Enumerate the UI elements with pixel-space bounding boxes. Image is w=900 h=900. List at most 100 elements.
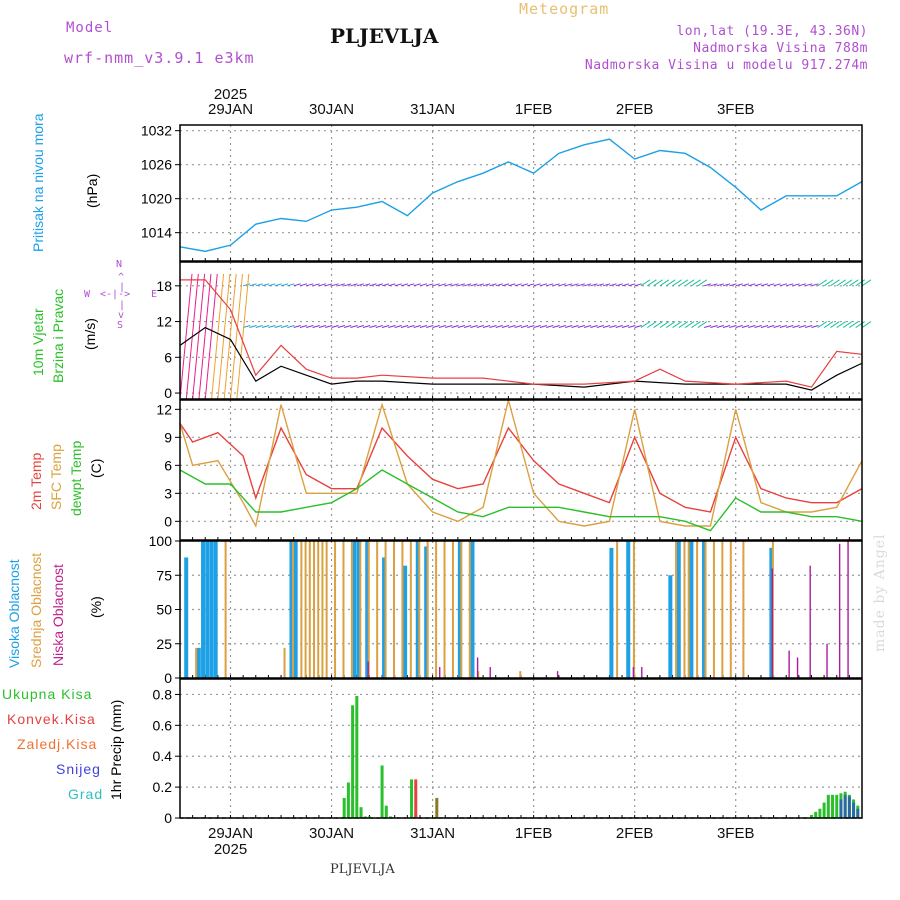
wind-barb bbox=[552, 325, 560, 329]
wind-barb bbox=[609, 283, 617, 287]
lonlat-text: lon,lat (19.3E, 43.36N) bbox=[676, 24, 868, 39]
wind-barb bbox=[362, 283, 371, 287]
cloud-bar-srednja bbox=[729, 541, 732, 678]
wind-barb bbox=[615, 325, 623, 329]
legend-total-rain: Ukupna Kisa bbox=[2, 686, 93, 702]
wind-barb bbox=[830, 321, 840, 328]
wind-barb bbox=[805, 325, 813, 329]
wind-barb bbox=[249, 325, 257, 329]
wind-barb bbox=[678, 279, 689, 287]
wind-barb bbox=[684, 321, 695, 328]
wind-barb bbox=[268, 325, 276, 329]
compass-e: E bbox=[151, 289, 158, 300]
wind-barb bbox=[735, 325, 743, 329]
cloud-bar-srednja bbox=[359, 541, 362, 678]
wind-barb bbox=[823, 321, 834, 328]
y-tick-label: 0 bbox=[164, 385, 172, 401]
wind-barb bbox=[470, 325, 478, 329]
precip-bar-ukupna kisa bbox=[351, 705, 355, 818]
y-tick-label: 50 bbox=[156, 602, 172, 618]
wind-barb bbox=[369, 283, 377, 287]
precip-bar-ukupna kisa bbox=[826, 794, 830, 818]
wind-barb bbox=[268, 283, 276, 287]
wind-barb bbox=[861, 321, 872, 328]
wind-barb bbox=[508, 325, 516, 329]
wind-barb bbox=[293, 325, 301, 329]
y-tick-label: 0 bbox=[164, 670, 172, 686]
day-label-bottom: 31JAN bbox=[410, 825, 455, 842]
cloud-bar-srednja bbox=[675, 541, 678, 678]
wind-barb bbox=[855, 279, 865, 287]
wind-barb bbox=[362, 325, 371, 329]
cloud-bar-visoka bbox=[184, 557, 189, 678]
wind-barb bbox=[350, 325, 358, 329]
wind-barb bbox=[760, 283, 769, 287]
cloud-bar-srednja bbox=[721, 541, 724, 678]
cloud-bar-srednja bbox=[468, 541, 471, 678]
cloud-bar-srednja bbox=[443, 541, 446, 678]
wind-barb bbox=[584, 325, 592, 329]
wind-barb bbox=[596, 283, 604, 287]
y-tick-label: 1014 bbox=[141, 225, 172, 241]
legend-hail: Grad bbox=[68, 786, 104, 802]
y-tick-label: 0.4 bbox=[153, 748, 173, 764]
wind-barb bbox=[508, 283, 516, 287]
wind-barb-strong bbox=[223, 273, 237, 400]
wind-barb bbox=[710, 283, 718, 287]
cloud-bar-niska bbox=[476, 657, 479, 678]
wind-barb bbox=[356, 325, 364, 329]
wind-barb bbox=[369, 325, 377, 329]
cloud-bar-srednja bbox=[392, 541, 395, 678]
wind-barb bbox=[489, 283, 497, 287]
y-tick-label: 1026 bbox=[141, 157, 172, 173]
y-tick-label: 18 bbox=[156, 278, 172, 294]
wind-barb bbox=[255, 325, 263, 329]
wind-barb bbox=[394, 283, 402, 287]
wind-barb bbox=[243, 283, 251, 287]
wind-barb bbox=[558, 325, 567, 329]
precip-bar-snijeg bbox=[847, 796, 851, 818]
precip-bar-ukupna kisa bbox=[809, 814, 813, 818]
wind-barb bbox=[400, 325, 409, 329]
cloud-bar-srednja bbox=[435, 541, 438, 678]
wind-barb bbox=[773, 283, 781, 287]
wind-barb bbox=[388, 283, 396, 287]
day-label-bottom: 2FEB bbox=[616, 825, 654, 842]
cloud-bar-visoka bbox=[213, 541, 218, 678]
wind-barb bbox=[489, 325, 497, 329]
precip-bar-snijeg bbox=[852, 802, 856, 818]
cloud-bar-niska bbox=[439, 667, 441, 678]
wind-barb-strong bbox=[198, 273, 212, 400]
wind-barb bbox=[596, 325, 604, 329]
precip-bar-ukupna kisa bbox=[363, 816, 367, 818]
cloud-bar-srednja bbox=[367, 541, 370, 678]
wind-barb bbox=[647, 321, 657, 328]
wind-barb bbox=[653, 321, 663, 328]
cloud-bar-niska bbox=[489, 667, 491, 678]
wind-barb bbox=[306, 283, 314, 287]
cloud-bar-srednja bbox=[283, 647, 286, 678]
wind-barb bbox=[786, 283, 794, 287]
wind-barb bbox=[710, 325, 718, 329]
wind-barb bbox=[293, 283, 301, 287]
day-label-top: 29JAN bbox=[208, 101, 253, 118]
wind-barb bbox=[659, 321, 670, 328]
cloud-bar-niska bbox=[809, 565, 811, 678]
wind-barb bbox=[539, 283, 548, 287]
wind-barb bbox=[767, 325, 775, 329]
wind-barb bbox=[520, 325, 529, 329]
wind-barb bbox=[565, 283, 573, 287]
wind-barb bbox=[792, 325, 800, 329]
wind-barb bbox=[684, 279, 695, 287]
wind-barb bbox=[381, 283, 390, 287]
cloud-bar-niska bbox=[367, 661, 369, 678]
cloud-bar-srednja bbox=[418, 541, 421, 678]
y-tick-label: 0 bbox=[164, 513, 172, 529]
wind-barb-strong bbox=[204, 273, 218, 400]
wind-barb bbox=[754, 325, 762, 329]
cloud-bar-srednja bbox=[401, 541, 404, 678]
cloud-bar-visoka bbox=[626, 541, 631, 678]
cloud-bar-visoka bbox=[209, 541, 214, 678]
day-label-top: 3FEB bbox=[717, 101, 755, 118]
y-tick-label: 25 bbox=[156, 636, 172, 652]
